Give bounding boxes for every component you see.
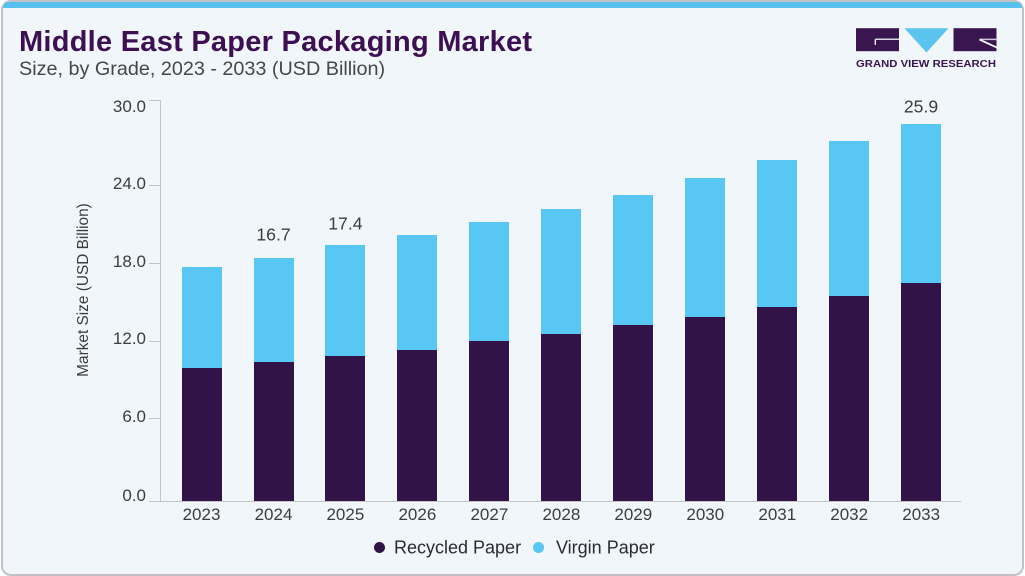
svg-text:GRAND VIEW RESEARCH: GRAND VIEW RESEARCH [856, 59, 996, 70]
